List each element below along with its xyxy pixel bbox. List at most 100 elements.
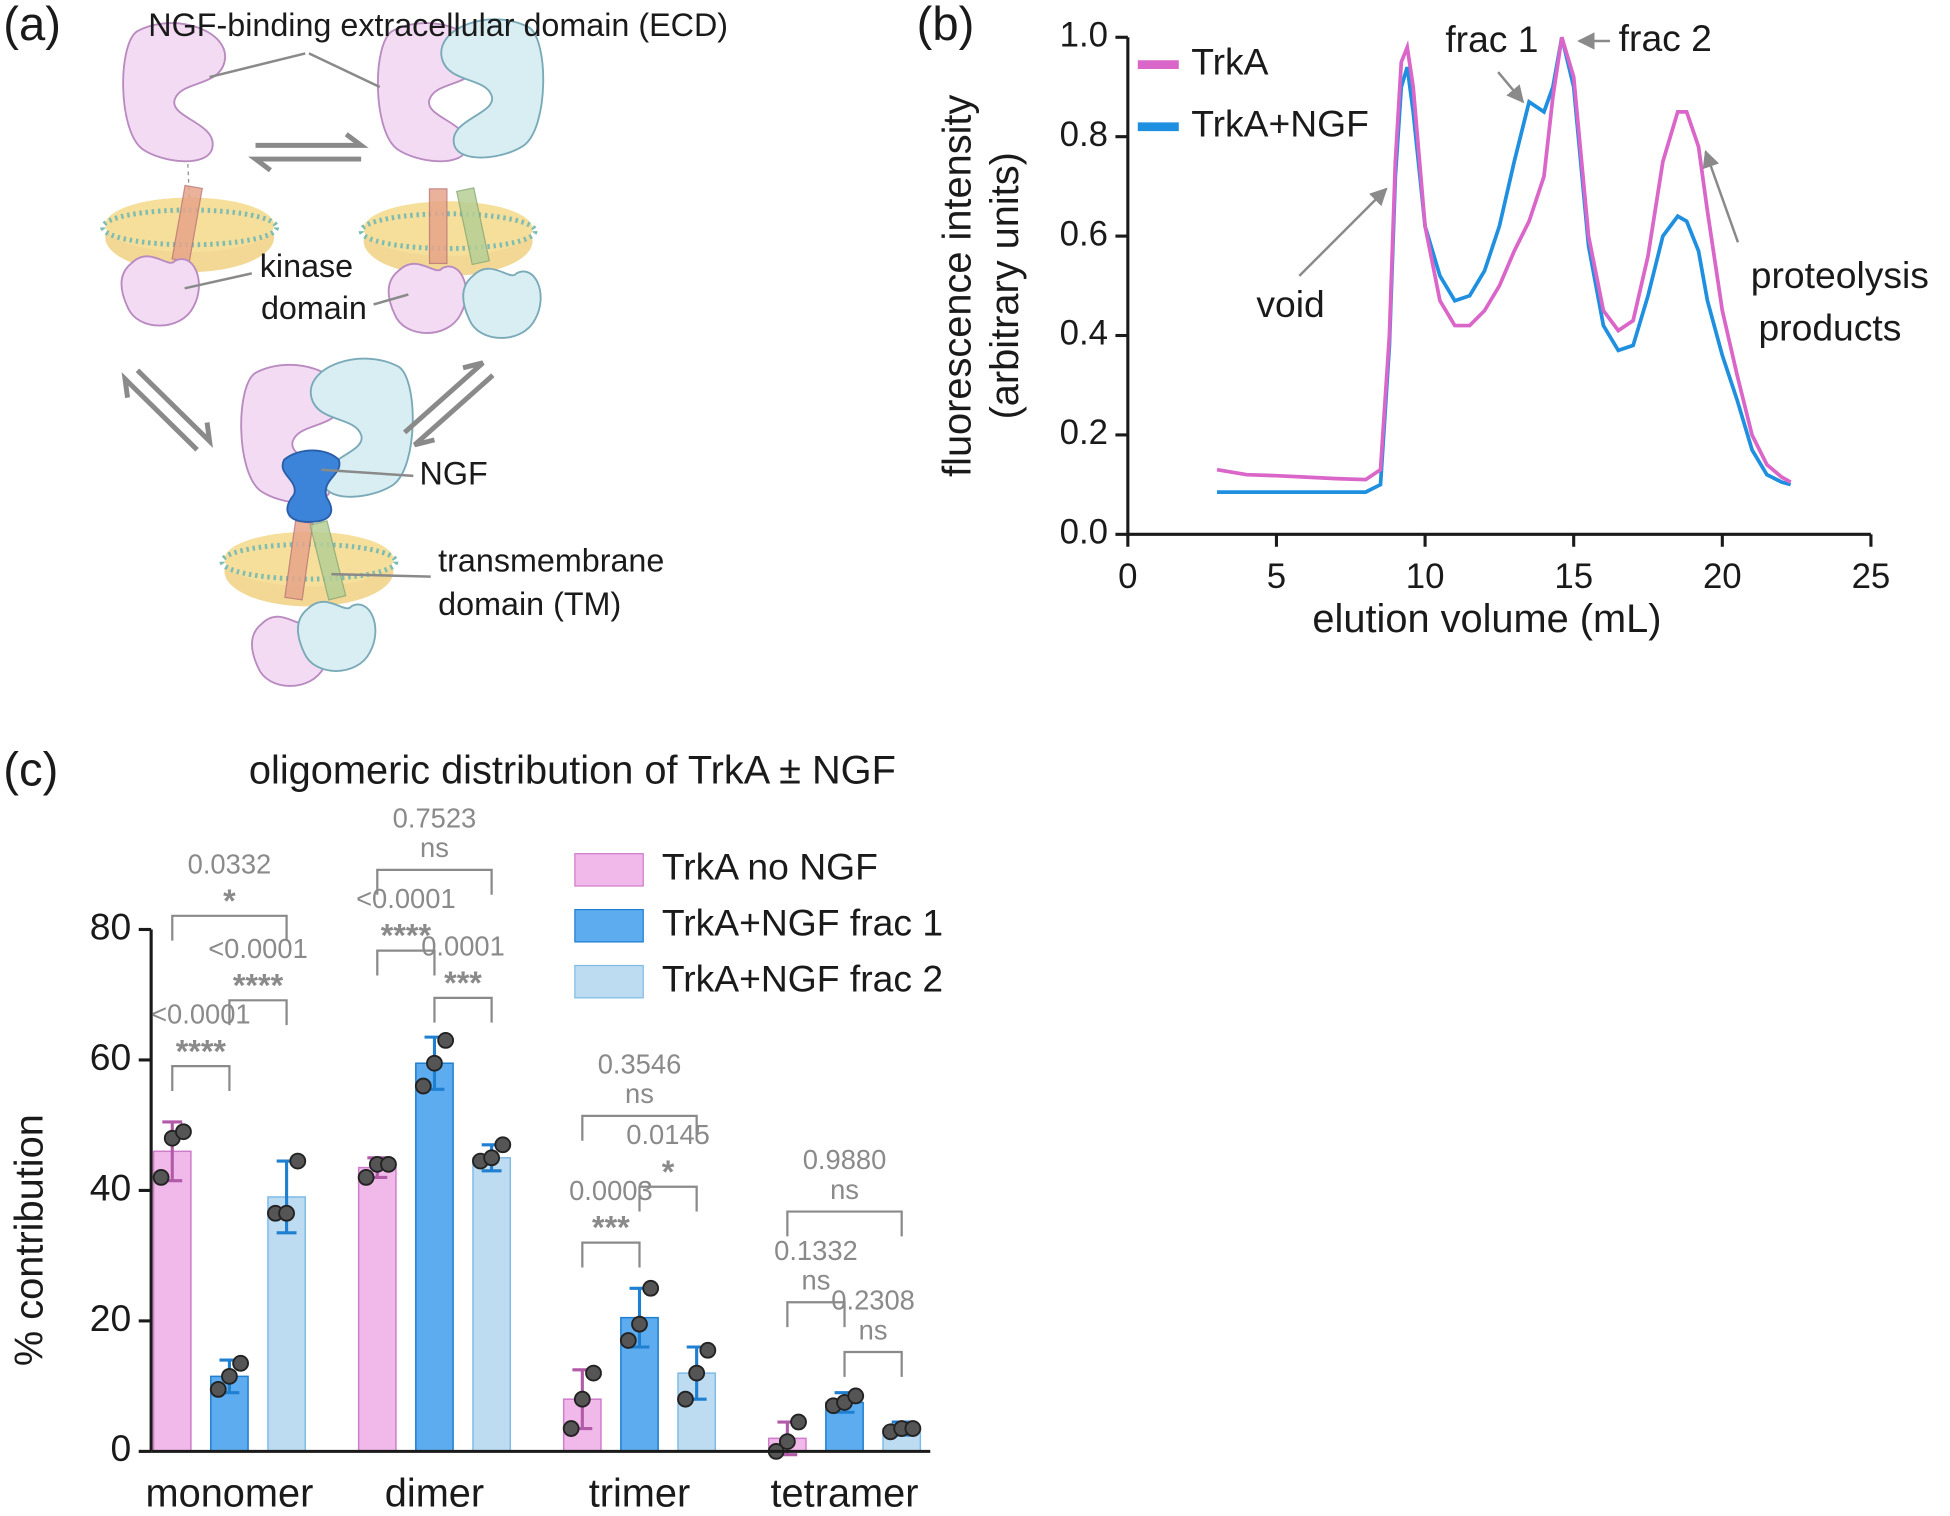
p-value: 0.2308 (831, 1284, 915, 1315)
diagram-label: NGF (420, 455, 488, 491)
significance: *** (444, 965, 482, 1001)
annotation-arrows (1298, 32, 1740, 277)
p-value: <0.0001 (151, 999, 251, 1030)
leader-lines (184, 52, 431, 578)
significance-bracket (376, 949, 436, 976)
data-point (380, 1155, 397, 1173)
p-value: <0.0001 (208, 933, 308, 964)
data-point (175, 1123, 192, 1141)
data-point (699, 1341, 717, 1359)
data-point (209, 1381, 227, 1398)
diagram-label: domain (261, 290, 367, 326)
bar (267, 1196, 306, 1453)
diagram-label: domain (TM) (438, 586, 621, 622)
legend-swatch (574, 908, 644, 943)
x-tick-label: 10 (1406, 558, 1445, 596)
state-dimer (361, 18, 545, 339)
x-tick-label: trimer (589, 1472, 691, 1516)
significance: ns (830, 1174, 859, 1205)
data-point (790, 1413, 807, 1431)
line-series (1216, 36, 1792, 484)
legend-swatch (574, 964, 644, 999)
significance: **** (233, 967, 284, 1003)
annotation: frac 2 (1619, 17, 1712, 59)
legend-label: TrkA (1191, 40, 1268, 82)
y-axis-label: (arbitrary units) (983, 152, 1027, 419)
p-value: <0.0001 (356, 883, 456, 914)
bar (415, 1062, 454, 1453)
legend-label: TrkA no NGF (662, 846, 878, 888)
chart-title: oligomeric distribution of TrkA ± NGF (249, 748, 896, 792)
data-point (688, 1364, 706, 1382)
p-value: 0.0001 (421, 930, 505, 961)
significance: *** (592, 1210, 630, 1246)
data-point (585, 1364, 602, 1382)
diagram: NGF-binding extracellular domain (ECD) k… (103, 7, 728, 687)
data-point (357, 1168, 375, 1186)
data-point (631, 1315, 648, 1333)
annotation: frac 1 (1445, 18, 1538, 60)
y-axis-label: % contribution (7, 1114, 51, 1366)
data-point (904, 1420, 922, 1437)
x-tick-label: dimer (385, 1472, 484, 1516)
annotation: void (1256, 283, 1324, 325)
x-tick-label: 25 (1852, 558, 1891, 596)
y-axis-label: fluorescence intensity (936, 95, 980, 477)
data-point (232, 1354, 249, 1372)
legend-label: TrkA+NGF (1191, 103, 1369, 145)
significance-bracket (843, 1350, 903, 1377)
panel-label: (b) (917, 0, 975, 51)
y-tick-label: 20 (90, 1297, 131, 1339)
p-value: 0.7523 (393, 802, 477, 833)
p-value: 0.1332 (774, 1235, 858, 1266)
data-point (847, 1387, 865, 1405)
annotation: proteolysis (1751, 254, 1929, 296)
significance: **** (176, 1033, 227, 1069)
p-value: 0.3546 (598, 1048, 682, 1079)
y-tick-label: 60 (90, 1036, 131, 1078)
diagram-label: transmembrane (438, 542, 664, 578)
x-tick-label: 0 (1118, 558, 1137, 596)
diagram-label: NGF-binding extracellular domain (ECD) (148, 7, 728, 43)
significance: ns (859, 1314, 888, 1345)
significance-bracket (786, 1210, 903, 1237)
significance-bracket (376, 868, 493, 895)
y-tick-label: 40 (90, 1166, 131, 1208)
y-tick-label: 0.2 (1060, 414, 1108, 452)
legend-swatch (574, 853, 644, 887)
significance: * (223, 883, 236, 919)
data-point (437, 1031, 455, 1049)
significance-bracket (433, 996, 493, 1023)
significance-bracket (581, 1241, 641, 1268)
y-tick-label: 0.8 (1060, 116, 1108, 154)
significance-bracket (581, 1114, 698, 1141)
significance-bracket (171, 1065, 231, 1092)
data-point (494, 1136, 512, 1154)
y-tick-label: 0 (111, 1427, 132, 1469)
x-tick-label: 15 (1554, 558, 1593, 596)
data-point (619, 1332, 637, 1349)
data-point (152, 1168, 170, 1186)
p-value: 0.9880 (803, 1144, 887, 1175)
data-point (677, 1390, 694, 1408)
significance: **** (381, 918, 432, 954)
p-value: 0.0332 (188, 848, 272, 879)
data-point (778, 1433, 796, 1450)
x-tick-label: tetramer (771, 1472, 919, 1516)
significance: ns (625, 1078, 654, 1109)
bar (152, 1150, 192, 1453)
y-tick-label: 1.0 (1060, 16, 1108, 54)
y-tick-label: 0.6 (1060, 215, 1108, 253)
y-tick-label: 80 (90, 905, 131, 947)
significance: * (662, 1154, 675, 1190)
bar (357, 1166, 397, 1453)
data-point (278, 1204, 295, 1222)
diagram-label: kinase (260, 248, 353, 284)
significance-bracket (171, 914, 288, 941)
data-point (414, 1077, 432, 1095)
panel-label: (c) (3, 743, 58, 796)
state-ngf-dimer (222, 357, 414, 687)
x-tick-label: 20 (1703, 558, 1742, 596)
panel-label: (a) (3, 0, 61, 51)
